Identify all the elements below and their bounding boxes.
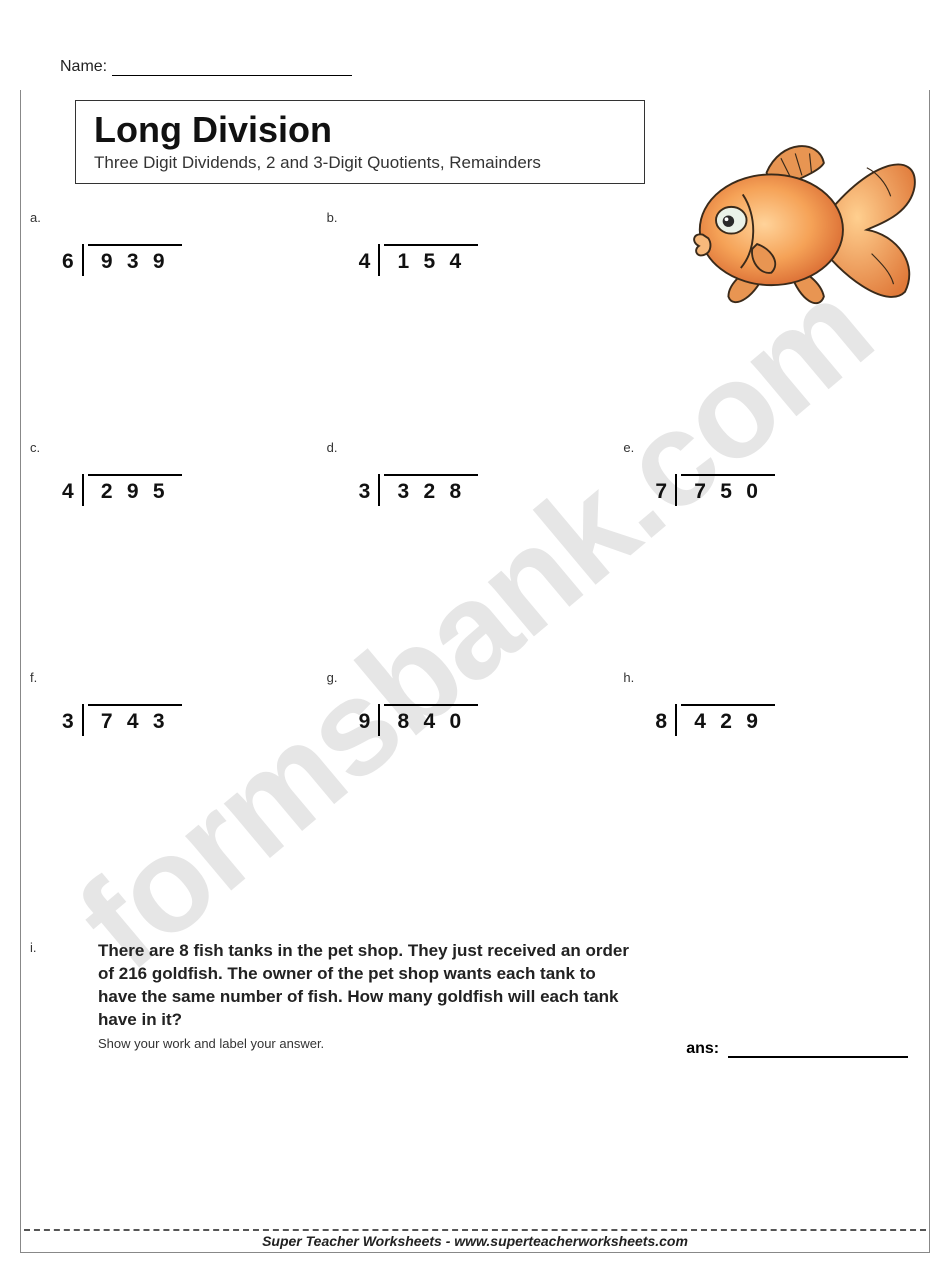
- dividend: 840: [378, 706, 476, 734]
- division-problem: 8 429: [655, 706, 773, 734]
- problem-cell: e. 7 750: [623, 440, 920, 670]
- problem-cell-empty: [623, 210, 920, 440]
- dividend: 429: [675, 706, 773, 734]
- word-problem-label: i.: [30, 940, 37, 955]
- problem-cell: a. 6 939: [30, 210, 327, 440]
- dividend: 939: [82, 246, 180, 274]
- problem-cell: g. 9 840: [327, 670, 624, 900]
- problems-grid: a. 6 939 b. 4 154 c.: [30, 210, 920, 900]
- division-problem: 6 939: [62, 246, 180, 274]
- title-box: Long Division Three Digit Dividends, 2 a…: [75, 100, 645, 184]
- problem-label: c.: [30, 440, 40, 455]
- answer-row: ans:: [686, 1040, 908, 1058]
- division-problem: 9 840: [359, 706, 477, 734]
- page-subtitle: Three Digit Dividends, 2 and 3-Digit Quo…: [94, 153, 626, 173]
- problem-cell: c. 4 295: [30, 440, 327, 670]
- problem-label: g.: [327, 670, 338, 685]
- name-input-line[interactable]: [112, 75, 352, 76]
- problem-label: e.: [623, 440, 634, 455]
- dividend: 295: [82, 476, 180, 504]
- answer-input-line[interactable]: [728, 1056, 908, 1058]
- problem-cell: d. 3 328: [327, 440, 624, 670]
- divisor: 9: [359, 706, 379, 734]
- problem-label: d.: [327, 440, 338, 455]
- division-problem: 3 743: [62, 706, 180, 734]
- problem-cell: f. 3 743: [30, 670, 327, 900]
- divisor: 8: [655, 706, 675, 734]
- page-title: Long Division: [94, 109, 626, 151]
- problem-cell: h. 8 429: [623, 670, 920, 900]
- word-problem: i. There are 8 fish tanks in the pet sho…: [30, 940, 920, 1051]
- divisor: 3: [359, 476, 379, 504]
- division-problem: 4 154: [359, 246, 477, 274]
- dividend: 750: [675, 476, 773, 504]
- division-problem: 7 750: [655, 476, 773, 504]
- divisor: 6: [62, 246, 82, 274]
- division-problem: 4 295: [62, 476, 180, 504]
- name-row: Name:: [60, 58, 352, 76]
- divisor: 7: [655, 476, 675, 504]
- dividend: 154: [378, 246, 476, 274]
- problem-cell: b. 4 154: [327, 210, 624, 440]
- dividend: 743: [82, 706, 180, 734]
- divisor: 4: [62, 476, 82, 504]
- divisor: 3: [62, 706, 82, 734]
- problem-label: b.: [327, 210, 338, 225]
- problem-label: h.: [623, 670, 634, 685]
- word-problem-text: There are 8 fish tanks in the pet shop. …: [98, 940, 638, 1032]
- divisor: 4: [359, 246, 379, 274]
- problem-label: f.: [30, 670, 37, 685]
- dashed-divider: [24, 1229, 926, 1231]
- answer-label: ans:: [686, 1040, 719, 1057]
- division-problem: 3 328: [359, 476, 477, 504]
- problem-row: c. 4 295 d. 3 328 e. 7: [30, 440, 920, 670]
- problem-row: a. 6 939 b. 4 154: [30, 210, 920, 440]
- footer-text: Super Teacher Worksheets - www.superteac…: [0, 1233, 950, 1249]
- problem-label: a.: [30, 210, 41, 225]
- problem-row: f. 3 743 g. 9 840 h. 8: [30, 670, 920, 900]
- dividend: 328: [378, 476, 476, 504]
- name-label: Name:: [60, 58, 107, 75]
